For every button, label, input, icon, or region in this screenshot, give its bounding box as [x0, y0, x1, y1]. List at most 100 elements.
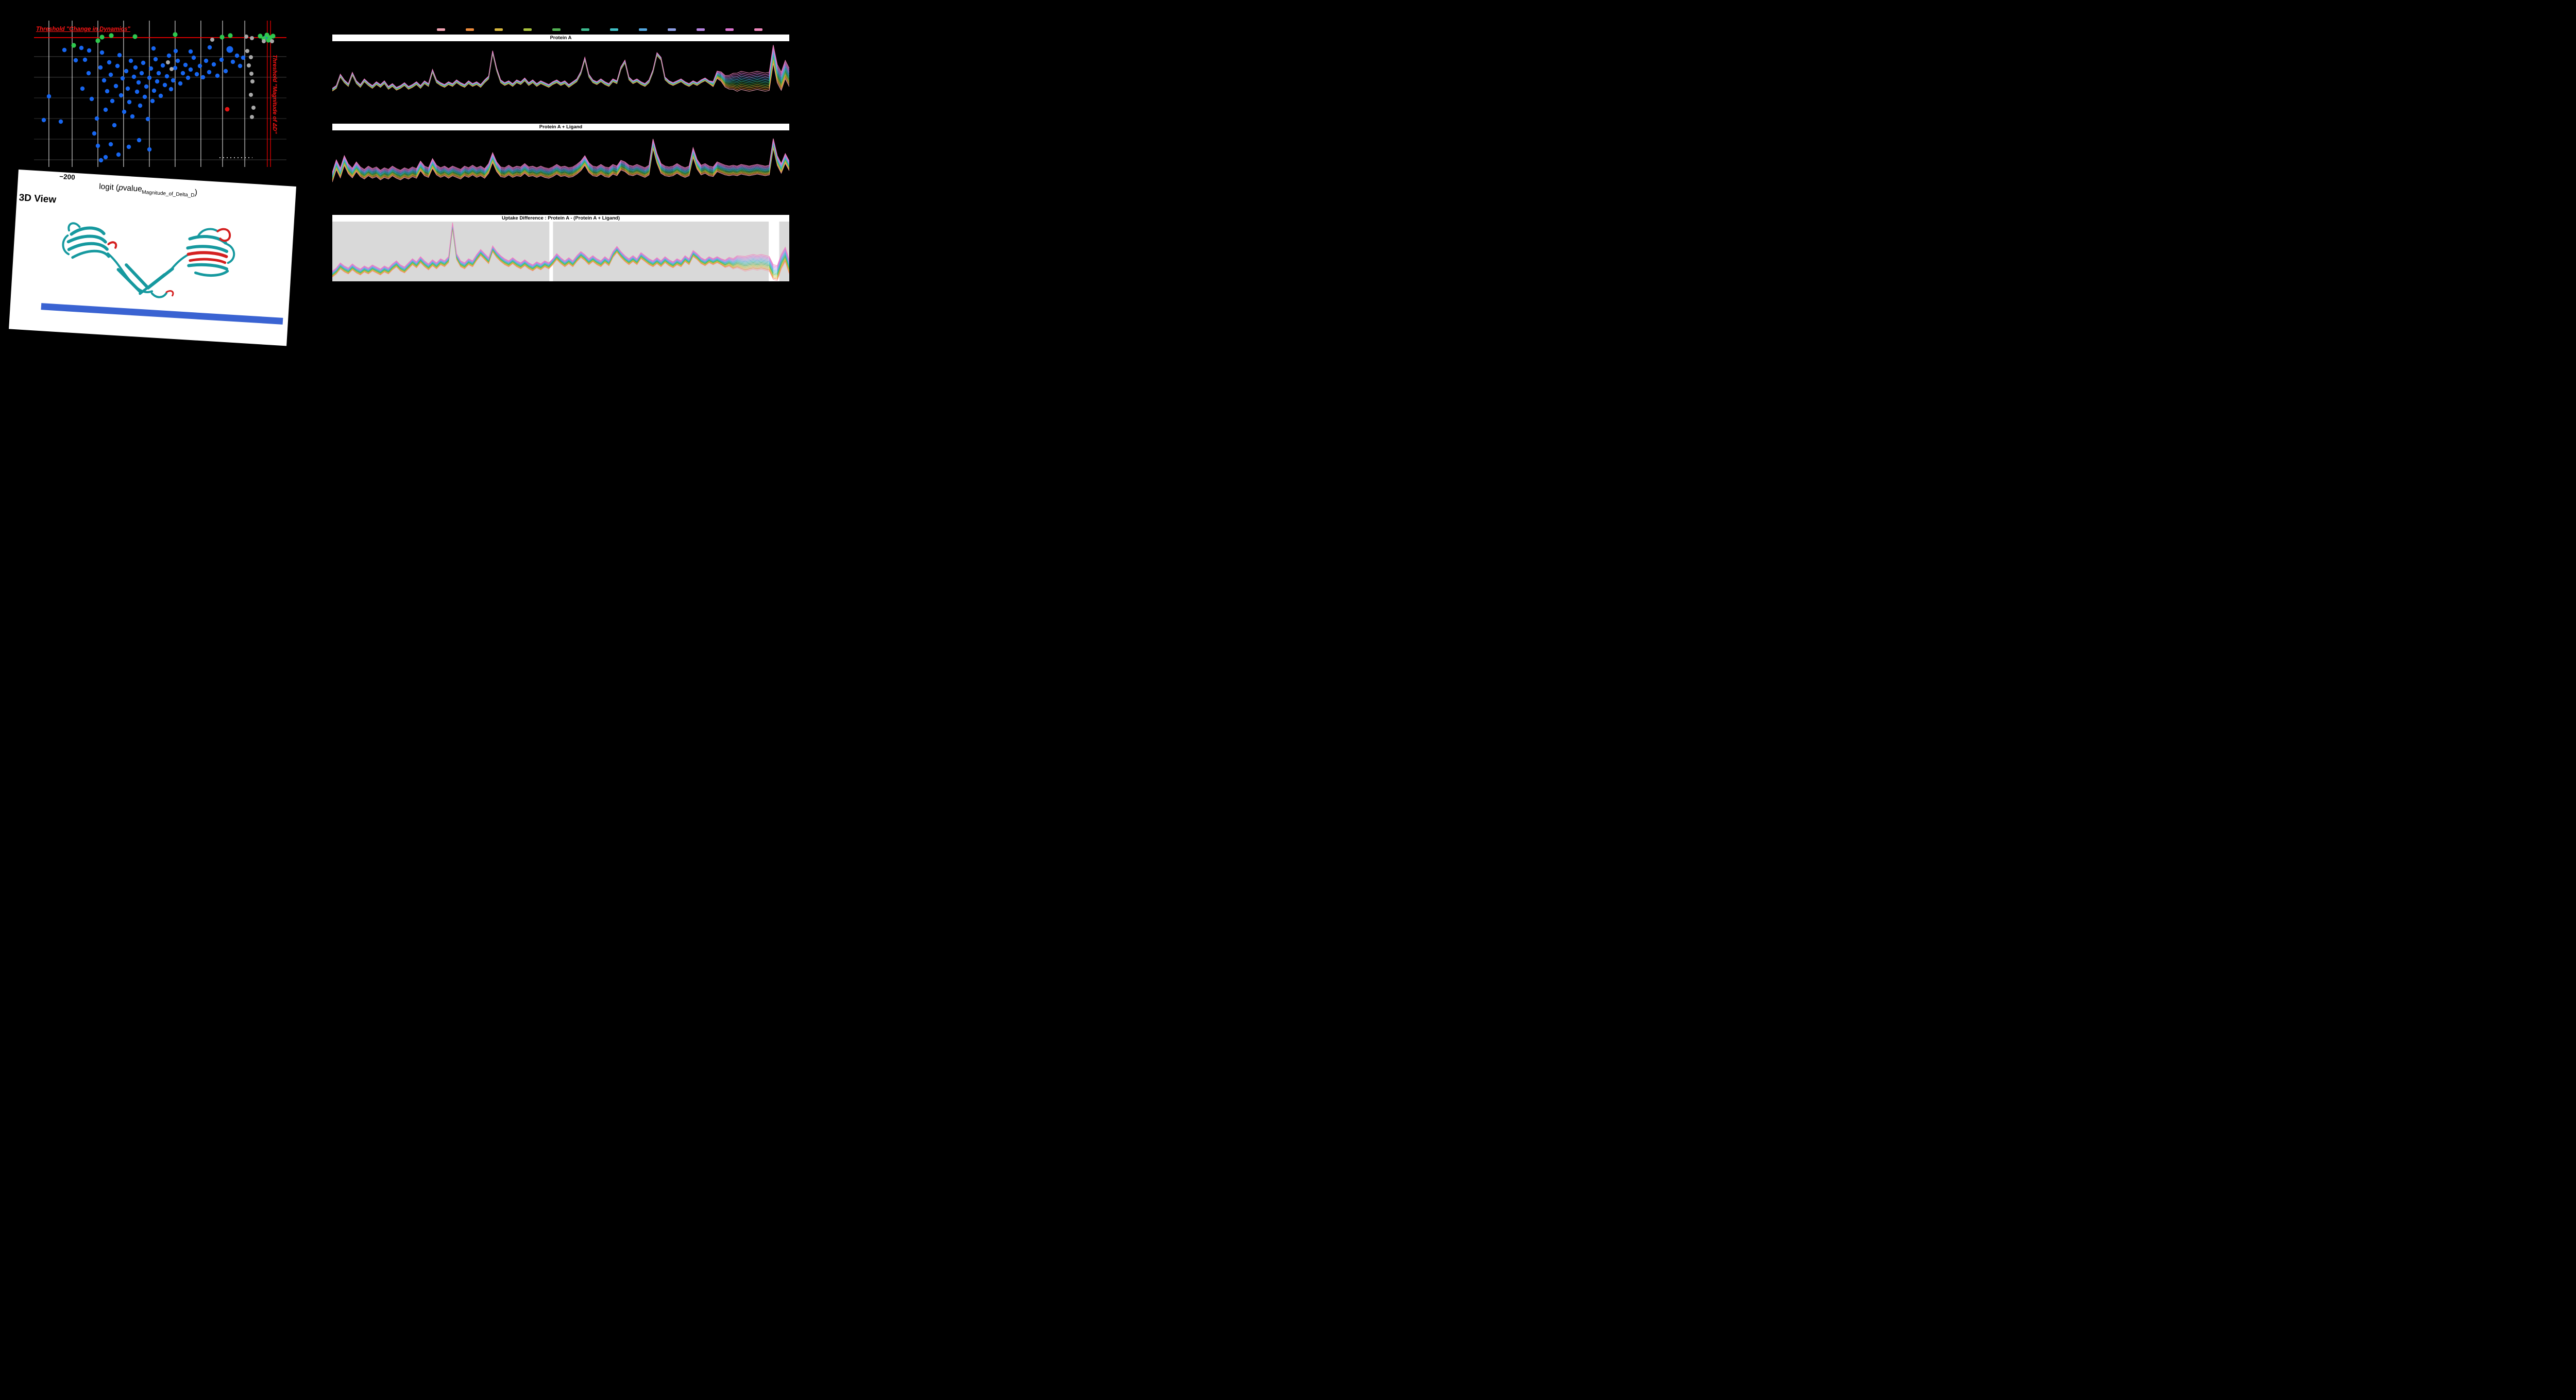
uptake-trace-5: [332, 143, 789, 178]
scatter-point-blue: [241, 55, 246, 60]
scatter-point-blue: [153, 57, 158, 62]
uptake-trace-8: [332, 141, 789, 175]
scatter-point-green: [99, 35, 105, 40]
uptake-trace-4: [332, 226, 789, 276]
scatter-point-blue: [122, 109, 127, 114]
legend-swatch-9: [697, 28, 705, 31]
scatter-point-blue: [150, 98, 155, 104]
scatter-point-green: [266, 38, 271, 43]
scatter-point-blue: [166, 53, 172, 58]
scatter-point-blue: [46, 94, 52, 99]
scatter-point-green: [219, 35, 225, 40]
legend-swatch-4: [552, 28, 561, 31]
scatter-point-blue: [62, 47, 67, 53]
uptake-trace-10: [332, 223, 789, 272]
uptake-trace-11: [332, 45, 789, 89]
scatter-point-blue: [144, 84, 149, 89]
scatter-point-blue: [171, 78, 176, 83]
scatter-point-blue: [94, 116, 99, 121]
scatter-point-blue: [107, 60, 112, 65]
scatter-point-blue: [103, 155, 108, 160]
scatter-point-blue: [142, 94, 147, 99]
scatter-point-blue: [108, 142, 113, 147]
scatter-point-blue: [234, 53, 240, 58]
uptake-trace-0: [332, 229, 789, 281]
scatter-point-blue: [219, 57, 224, 62]
volcano-plot: Threshold "Change in Dynamics" Threshold…: [34, 21, 286, 167]
scatter-point-blue: [137, 138, 142, 143]
scatter-point-blue-large: [226, 46, 233, 53]
uptake-trace-6: [332, 143, 789, 177]
scatter-point-blue: [204, 58, 209, 63]
scatter-point-blue: [136, 80, 141, 85]
scatter-point-blue: [207, 70, 212, 75]
legend-swatch-7: [639, 28, 647, 31]
scatter-point-blue: [156, 71, 161, 76]
hdx-timepoint-legend: [437, 28, 762, 31]
uptake-trace-1: [332, 147, 789, 181]
scatter-point-blue: [131, 74, 137, 79]
scatter-point-blue: [147, 147, 152, 152]
scatter-point-blue: [180, 71, 185, 76]
scatter-point-gray: [250, 115, 254, 119]
scatter-point-blue: [101, 78, 107, 83]
scatter-point-blue: [168, 87, 174, 92]
scatter-point-blue: [151, 88, 157, 93]
scatter-point-blue: [113, 83, 118, 89]
uptake-trace-11: [332, 138, 789, 173]
scatter-point-green: [95, 38, 100, 43]
scatter-point-blue: [120, 76, 125, 81]
scatter-point-green: [132, 34, 138, 39]
scatter-point-blue: [80, 86, 85, 91]
scatter-point-green: [228, 33, 233, 38]
legend-swatch-11: [754, 28, 762, 31]
scatter-point-gray: [250, 36, 254, 40]
scatter-point-blue: [138, 103, 143, 108]
scatter-point-gray: [247, 63, 251, 68]
legend-swatch-1: [466, 28, 474, 31]
volcano-scatter-svg: [34, 21, 286, 167]
scatter-point-gray: [251, 106, 256, 110]
scatter-point-blue: [191, 55, 196, 60]
scatter-point-blue: [141, 60, 146, 65]
scatter-point-blue: [188, 49, 193, 54]
scatter-point-blue: [105, 89, 110, 94]
scatter-point-blue: [151, 46, 156, 51]
x-axis-label-subscript: Magnitude_of_Delta_D: [142, 189, 195, 199]
scatter-point-blue: [230, 59, 235, 64]
scatter-point-blue: [188, 67, 193, 72]
scatter-point-gray: [245, 49, 249, 53]
scatter-point-blue: [79, 45, 84, 50]
scatter-point-blue: [118, 93, 124, 98]
3d-view-card: −200 logit (pvalueMagnitude_of_Delta_D) …: [9, 170, 296, 346]
legend-swatch-6: [610, 28, 618, 31]
protein-ribbon-structure: [62, 222, 235, 298]
uptake-plot-protein-a-ligand: [332, 138, 789, 182]
scatter-point-blue: [207, 45, 212, 50]
scatter-point-blue: [112, 123, 117, 128]
scatter-point-gray: [244, 35, 248, 39]
scatter-point-blue: [173, 48, 178, 54]
scatter-point-blue: [134, 89, 140, 94]
x-axis-label-pre: logit (: [98, 182, 119, 192]
panel-title-protein-a-ligand: Protein A + Ligand: [332, 124, 789, 130]
scatter-point-gray: [249, 55, 253, 59]
scatter-point-blue: [99, 50, 105, 55]
scatter-point-blue: [87, 48, 92, 53]
scatter-point-blue: [103, 107, 108, 112]
scatter-point-blue: [133, 65, 138, 70]
scatter-point-blue: [127, 99, 132, 105]
scatter-point-blue: [58, 119, 63, 124]
scatter-point-blue: [175, 58, 180, 63]
scatter-point-blue: [183, 62, 188, 68]
uptake-trace-8: [332, 224, 789, 273]
scatter-point-blue: [197, 63, 202, 69]
uptake-trace-10: [332, 46, 789, 89]
scatter-point-blue: [173, 65, 178, 71]
scatter-point-blue: [158, 93, 163, 98]
uptake-trace-5: [332, 226, 789, 275]
scatter-point-blue: [82, 57, 88, 62]
scatter-point-blue: [164, 74, 170, 79]
scatter-point-green: [109, 33, 114, 38]
gray-background-region: [553, 222, 769, 281]
